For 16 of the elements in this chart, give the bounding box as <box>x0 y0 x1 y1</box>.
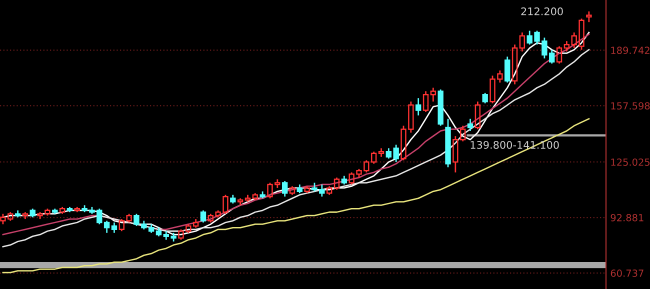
line-series <box>2 118 590 274</box>
candlestick <box>415 97 422 116</box>
candlestick <box>156 226 162 238</box>
candlestick <box>111 222 118 234</box>
candlestick <box>564 40 570 52</box>
candlestick <box>467 118 474 132</box>
candlestick <box>30 208 36 218</box>
y-tick-label: 157.598 <box>611 102 650 110</box>
y-tick-label: 92.881 <box>610 214 644 222</box>
candlestick <box>519 32 526 52</box>
y-tick-label: 189.742 <box>611 46 650 54</box>
candlestick <box>512 44 518 85</box>
annotation: 212.200 <box>521 7 563 16</box>
y-tick-label: 60.737 <box>610 270 644 277</box>
y-tick-label: 125.025 <box>611 158 650 166</box>
candlestick <box>378 148 384 158</box>
